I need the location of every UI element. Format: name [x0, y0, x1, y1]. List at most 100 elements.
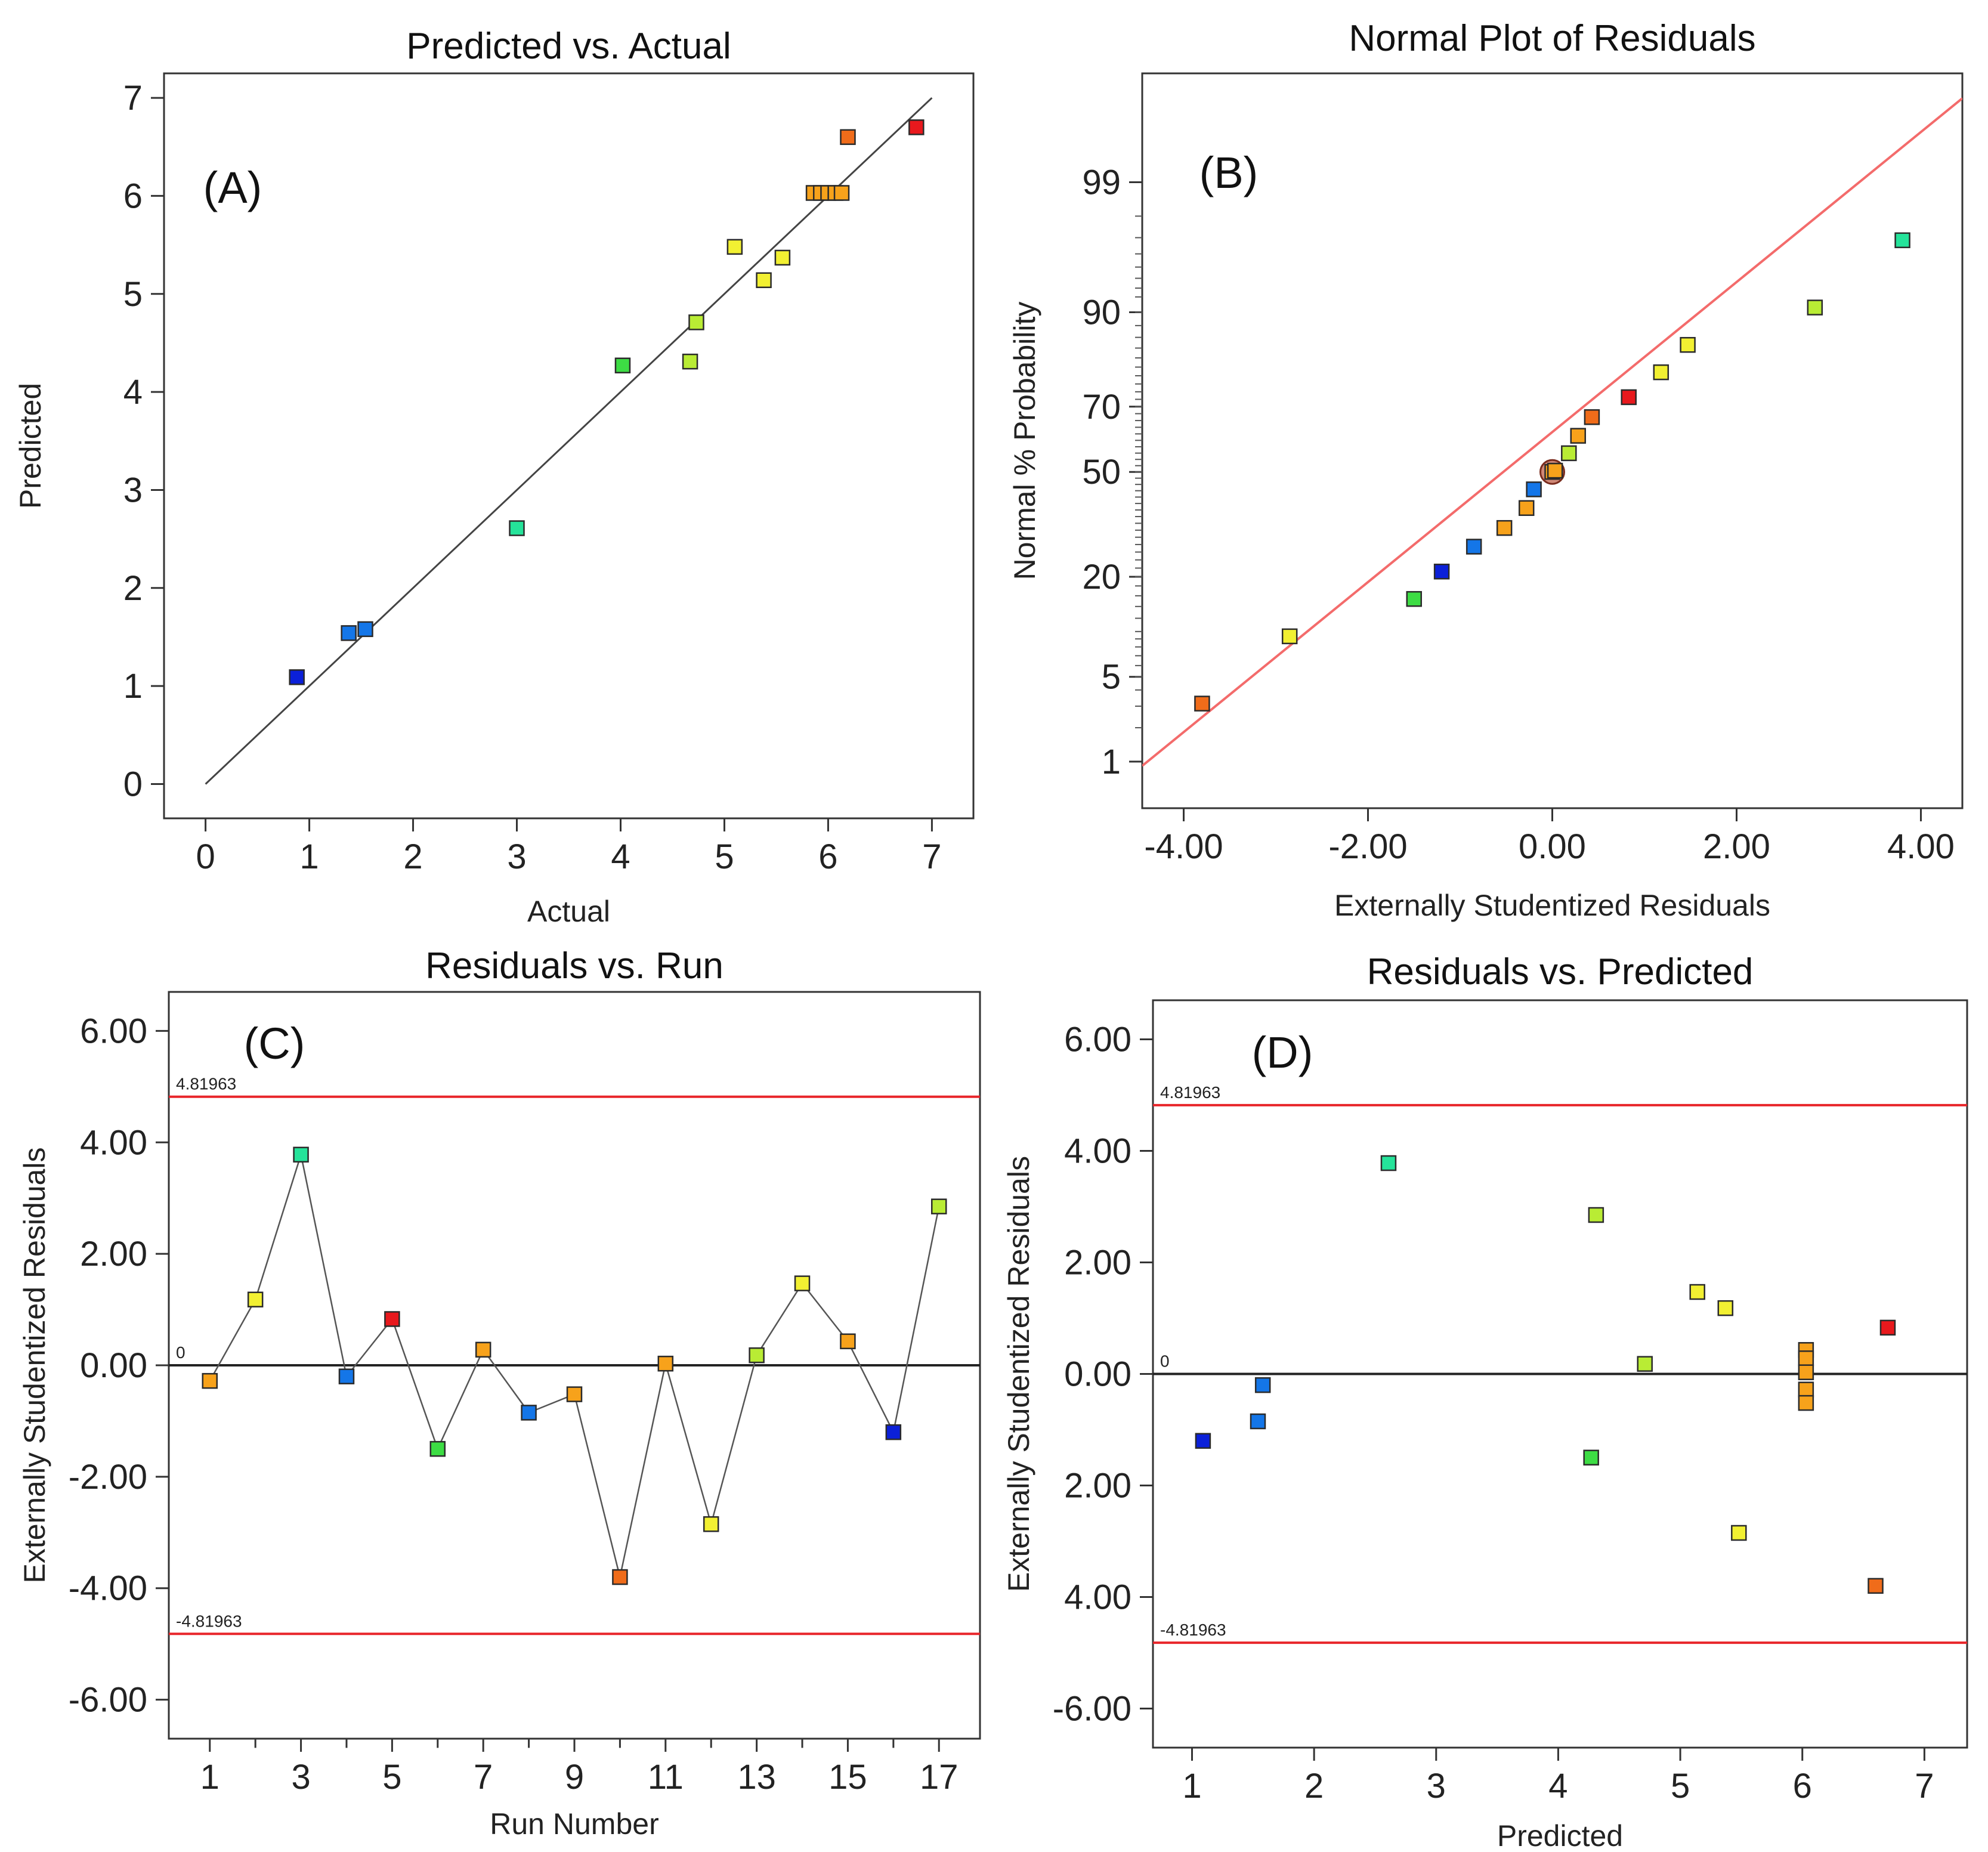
data-point: [202, 1372, 218, 1389]
x-tick-label: -2.00: [1328, 827, 1407, 866]
chart-title: Predicted vs. Actual: [406, 26, 731, 67]
data-point: [1250, 1413, 1266, 1430]
data-point: [657, 1355, 674, 1372]
x-tick-label: 6: [1793, 1767, 1812, 1805]
panel-label: (C): [244, 1019, 305, 1068]
y-tick-label: 4.00: [1064, 1131, 1131, 1170]
x-tick-label: 0: [196, 837, 215, 876]
data-point: [1583, 1449, 1599, 1466]
x-tick-label: 1: [200, 1758, 219, 1797]
y-tick-label: 70: [1082, 388, 1121, 426]
x-tick-label: 11: [648, 1758, 684, 1797]
y-tick-label: -2.00: [69, 1458, 147, 1497]
x-tick-label: 4: [611, 837, 630, 876]
x-tick-label: 1: [299, 837, 319, 876]
limit-line-label: 4.81963: [1160, 1083, 1220, 1102]
data-point: [885, 1424, 902, 1440]
data-point: [521, 1405, 537, 1421]
data-point: [1496, 520, 1513, 536]
data-point: [1637, 1356, 1653, 1372]
x-tick-label: 9: [565, 1758, 584, 1797]
y-tick-label: 99: [1082, 163, 1121, 202]
chart-title: Normal Plot of Residuals: [1349, 18, 1755, 59]
y-tick-label: 5: [123, 275, 143, 314]
x-tick-label: 2: [403, 837, 422, 876]
x-axis-label: Predicted: [1497, 1819, 1623, 1852]
data-point: [1570, 428, 1587, 444]
panel-label: (D): [1252, 1028, 1313, 1077]
data-point: [509, 520, 525, 536]
x-tick-label: 0.00: [1519, 827, 1586, 866]
data-point: [1731, 1525, 1747, 1541]
data-point: [1195, 1433, 1211, 1449]
x-tick-label: 1: [1182, 1767, 1201, 1805]
data-point: [794, 1275, 811, 1291]
data-point: [1868, 1578, 1884, 1594]
x-tick-label: 7: [922, 837, 941, 876]
y-axis-label: Predicted: [14, 383, 47, 509]
y-tick-label: -6.00: [1053, 1690, 1131, 1729]
panel-c: Residuals vs. Run(C)1 3 5 7 9 11 13 15 176.004.0…: [18, 945, 981, 1841]
data-point: [1807, 299, 1823, 316]
y-tick-label: 4.00: [1064, 1578, 1131, 1617]
data-point: [1894, 232, 1910, 249]
data-point: [1879, 1319, 1896, 1336]
data-point: [1406, 590, 1423, 607]
y-tick-label: 20: [1082, 558, 1121, 596]
data-point: [338, 1368, 355, 1384]
y-tick-label: 2.00: [1064, 1467, 1131, 1505]
data-point: [1547, 462, 1563, 479]
data-point: [1584, 409, 1600, 425]
panel-label: (A): [203, 163, 262, 212]
normal-fit-line: [1142, 97, 1962, 767]
data-point: [1588, 1207, 1604, 1223]
x-tick-label: 7: [474, 1758, 493, 1797]
y-tick-label: 6.00: [80, 1012, 147, 1050]
data-point: [682, 353, 698, 370]
limit-line-label: -4.81963: [1160, 1621, 1226, 1639]
x-tick-label: 2: [1304, 1767, 1324, 1805]
plot-frame: [163, 72, 975, 820]
data-point: [1798, 1381, 1814, 1397]
x-tick-label: 5: [1671, 1767, 1690, 1805]
y-tick-label: 4: [123, 373, 143, 412]
data-point: [688, 314, 704, 330]
x-tick-label: 13: [737, 1758, 776, 1797]
y-tick-label: 6: [123, 177, 143, 215]
y-tick-label: 1: [1102, 743, 1121, 781]
data-point: [1518, 500, 1535, 517]
x-tick-label: 17: [920, 1758, 959, 1797]
panel-b: Normal Plot of Residuals (B) -4.00 -2.00 0.0…: [1008, 18, 1964, 922]
data-point: [1281, 628, 1298, 645]
data-point: [612, 1569, 628, 1585]
x-tick-label: 5: [715, 837, 734, 876]
y-tick-label: -6.00: [69, 1681, 147, 1720]
chart-title: Residuals vs. Predicted: [1367, 951, 1754, 993]
data-point: [247, 1291, 264, 1307]
x-axis-label: Run Number: [490, 1807, 658, 1841]
y-tick-label: 50: [1082, 453, 1121, 491]
data-point: [1433, 564, 1450, 580]
x-axis-label: Externally Studentized Residuals: [1334, 889, 1770, 922]
y-tick-label: 2.00: [80, 1235, 147, 1273]
data-point: [1798, 1364, 1814, 1380]
y-axis-label: Externally Studentized Residuals: [18, 1148, 51, 1584]
data-point: [756, 272, 772, 289]
data-point: [726, 239, 743, 255]
data-point: [1466, 539, 1482, 555]
y-tick-label: 4.00: [80, 1123, 147, 1162]
y-tick-label: 0: [123, 765, 143, 803]
y-tick-label: 1: [123, 667, 143, 706]
data-point: [1380, 1155, 1397, 1171]
y-axis-label: Externally Studentized Residuals: [1002, 1156, 1035, 1592]
data-point: [840, 1333, 856, 1350]
data-point: [1254, 1377, 1271, 1393]
data-point: [566, 1386, 583, 1402]
data-point: [293, 1146, 309, 1163]
data-point: [384, 1311, 400, 1327]
panel-label: (B): [1199, 148, 1259, 197]
data-point: [840, 129, 856, 146]
data-point: [749, 1347, 765, 1364]
data-point: [1717, 1300, 1734, 1316]
